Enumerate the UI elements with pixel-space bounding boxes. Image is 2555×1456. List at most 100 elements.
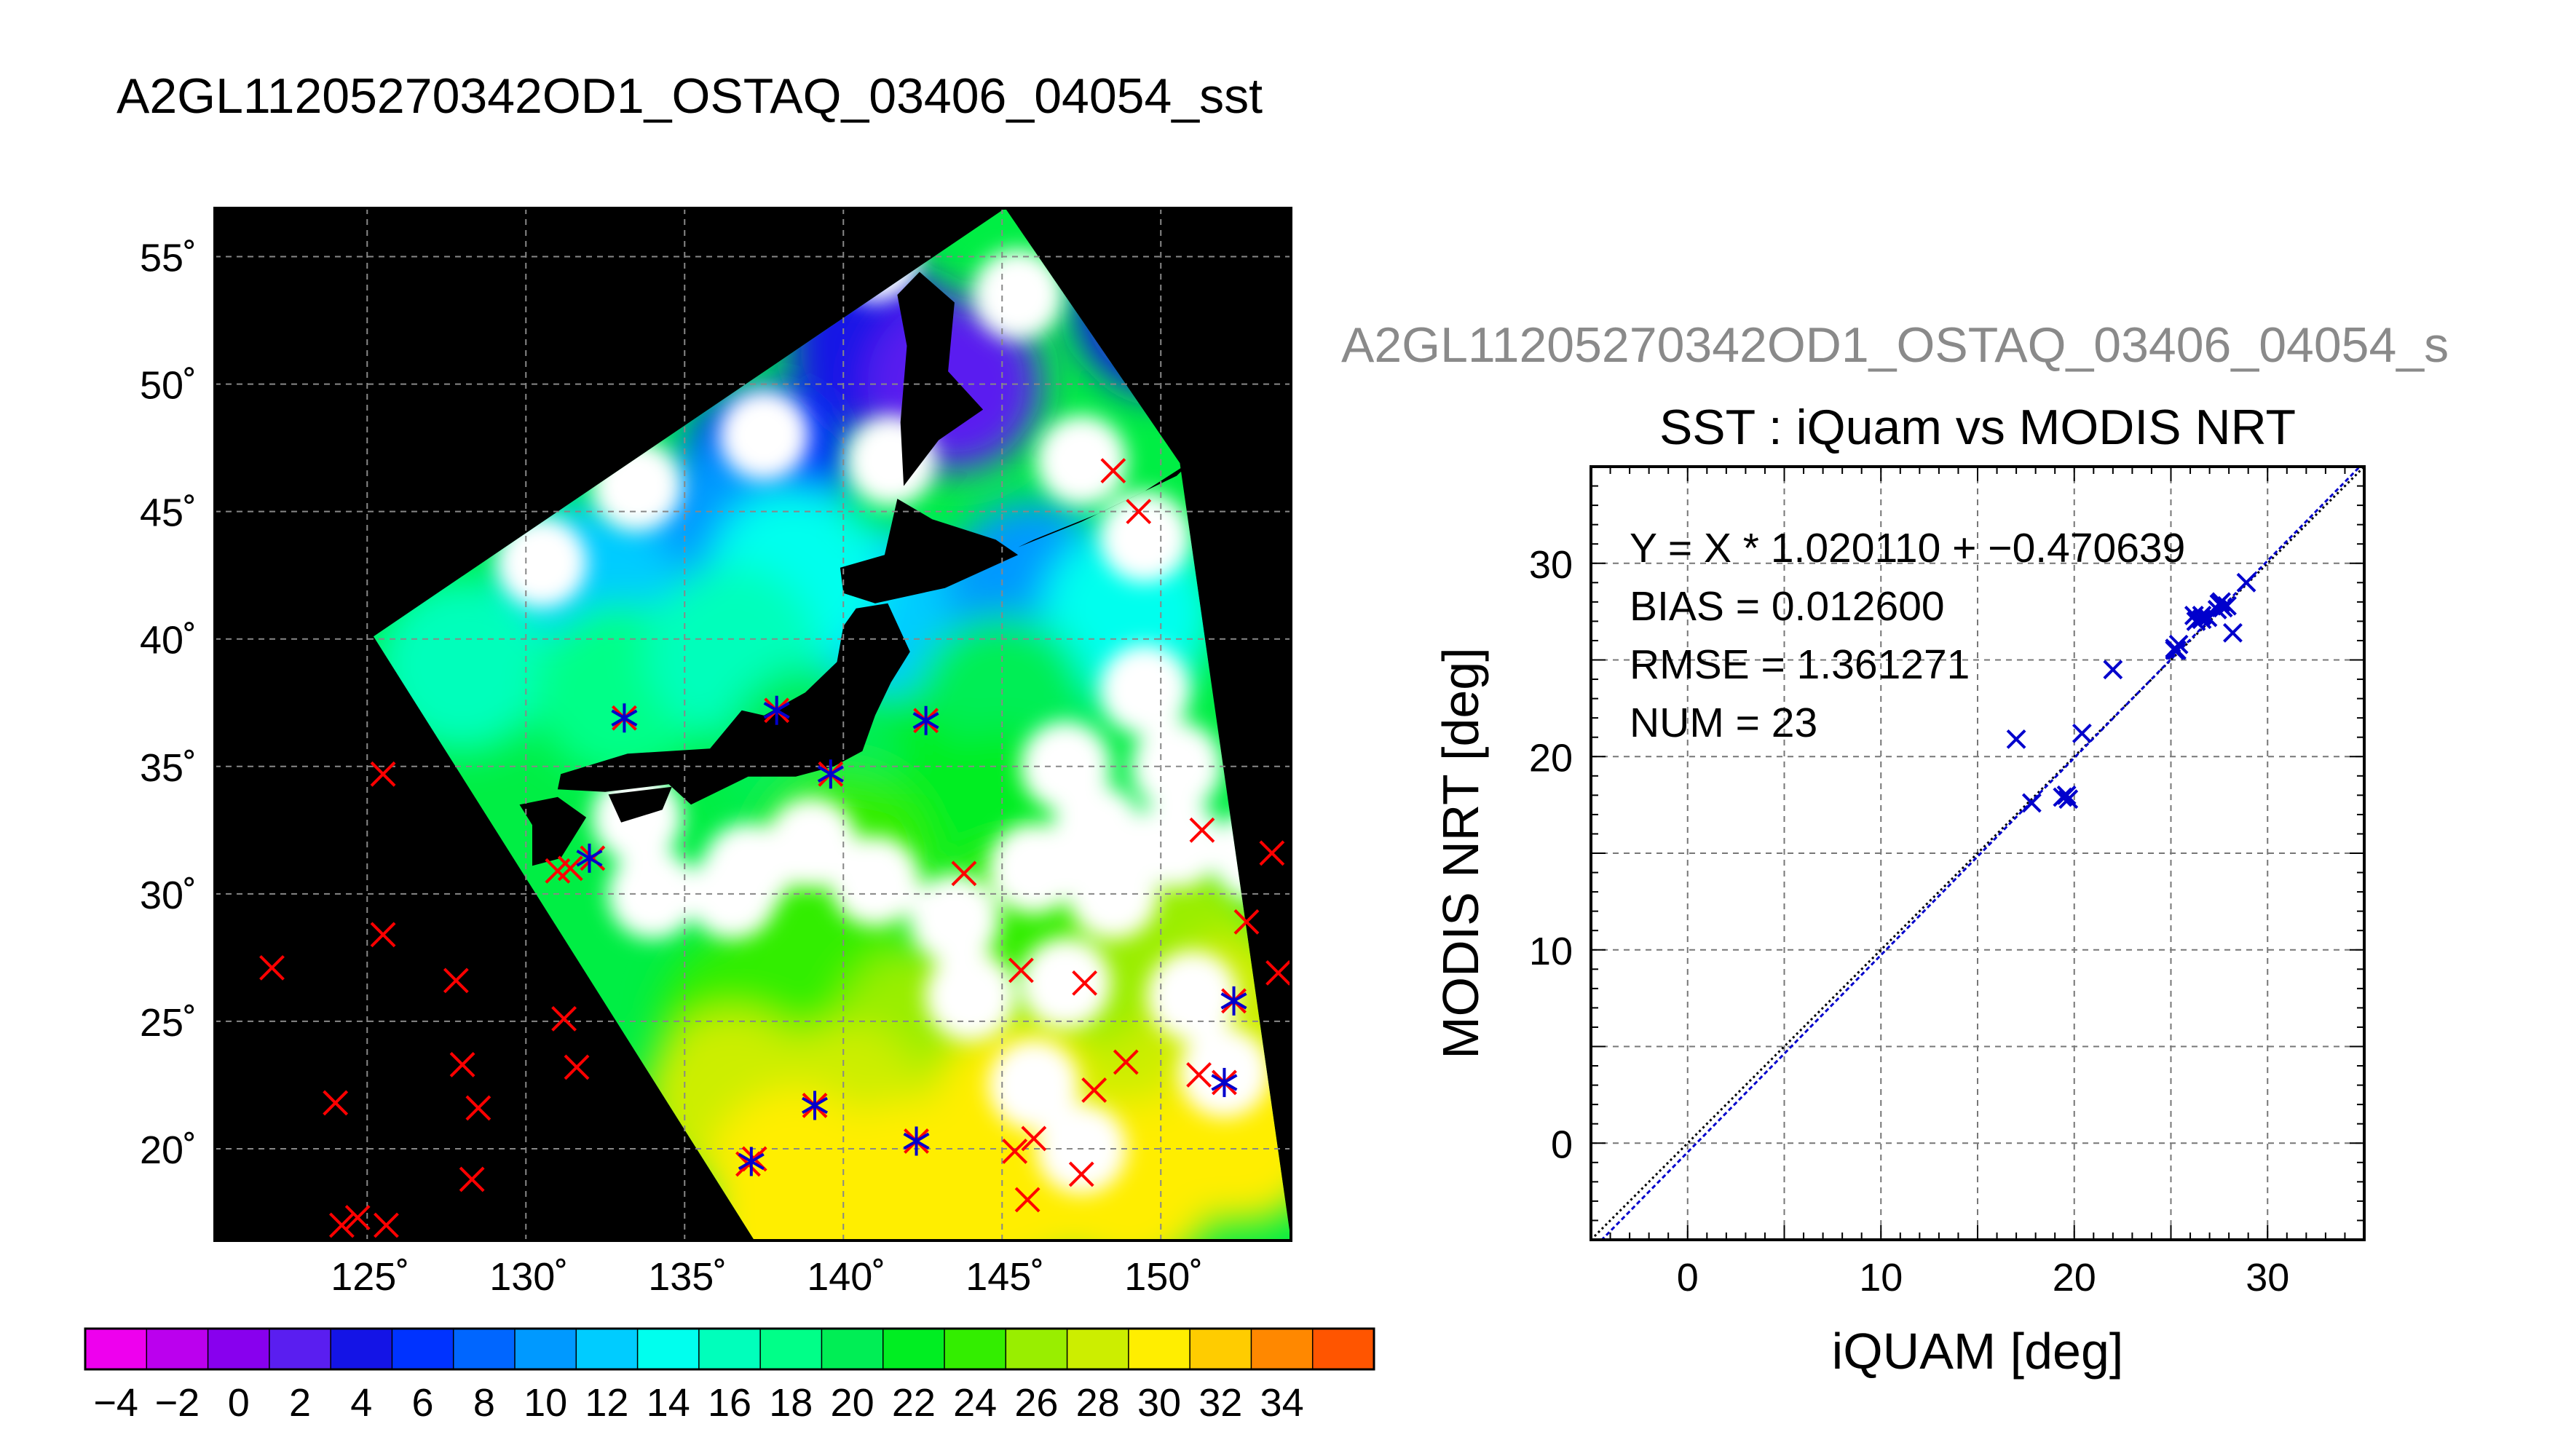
colorbar-tick-20: 20 — [831, 1381, 874, 1425]
matchup-marker-1 — [370, 922, 396, 948]
colorbar-bin-6 — [453, 1329, 516, 1369]
matchup-marker-24 — [1126, 499, 1152, 525]
lat-tick-35: 35˚ — [140, 746, 197, 790]
scatter-point-5 — [2072, 723, 2092, 743]
matched-asterisk-7 — [802, 1091, 829, 1120]
colorbar-bin-10 — [698, 1329, 761, 1369]
scatter-point-1 — [2021, 793, 2042, 813]
cloud-patch-10 — [1147, 950, 1238, 1041]
matchup-marker-33 — [1081, 1077, 1107, 1103]
scatter-tick-marks — [1590, 466, 2365, 1241]
lat-tick-20: 20˚ — [140, 1128, 197, 1172]
stats-line-1: BIAS = 0.012600 — [1630, 583, 1945, 630]
colorbar-bin-13 — [882, 1329, 945, 1369]
matched-asterisk-9 — [738, 1147, 765, 1176]
colorbar-tick--2: −2 — [155, 1381, 200, 1425]
map-frame — [213, 207, 1292, 1242]
stats-line-3: NUM = 23 — [1630, 700, 1817, 746]
x-tick-0: 0 — [1677, 1256, 1699, 1299]
land-hokkaido — [840, 499, 1019, 604]
matched-asterisk-3 — [912, 705, 939, 735]
cloud-patch-19 — [1036, 415, 1127, 506]
cloud-patch-24 — [497, 517, 588, 608]
lon-tick-135: 135˚ — [648, 1255, 727, 1299]
matchup-marker-27 — [1233, 909, 1260, 935]
lat-tick-50: 50˚ — [140, 364, 197, 408]
colorbar: −4 −2 0 2 4 6 8 10 12 14 16 18 20 22 24 26 28 30 32 34 — [84, 1327, 1375, 1425]
colorbar-tick-34: 34 — [1260, 1381, 1304, 1425]
colorbar-bin-12 — [821, 1329, 884, 1369]
matchup-marker-30 — [1186, 1062, 1212, 1088]
matchup-marker-22 — [1072, 970, 1098, 996]
matched-asterisk-4 — [576, 843, 603, 873]
colorbar-bin-0 — [85, 1329, 147, 1369]
matchup-marker-9 — [344, 1205, 371, 1230]
colorbar-bin-19 — [1251, 1329, 1314, 1369]
lon-tick-145: 145˚ — [965, 1255, 1044, 1299]
cloud-patch-7 — [1020, 938, 1111, 1029]
colorbar-tick-18: 18 — [769, 1381, 813, 1425]
scatter-point-0 — [2006, 729, 2026, 749]
colorbar-tick-32: 32 — [1198, 1381, 1242, 1425]
colorbar-bin-7 — [515, 1329, 577, 1369]
matchup-marker-28 — [1265, 960, 1291, 986]
lon-tick-140: 140˚ — [807, 1255, 885, 1299]
matchup-marker-3 — [443, 968, 469, 994]
scatter-plot: SST : iQuam vs MODIS NRT 0 10 20 300102030 … — [1432, 400, 2366, 1380]
y-axis-label: MODIS NRT [deg] — [1432, 647, 1489, 1059]
y-tick-20: 20 — [1529, 736, 1573, 780]
matchup-marker-10 — [374, 1212, 399, 1238]
y-tick-10: 10 — [1529, 930, 1573, 973]
land-honshu — [557, 603, 910, 805]
colorbar-tick-8: 8 — [473, 1381, 495, 1425]
land-sakhalin — [897, 272, 984, 486]
colorbar-tick-22: 22 — [892, 1381, 936, 1425]
y-tick-0: 0 — [1551, 1123, 1573, 1166]
land-mask — [519, 272, 1193, 866]
scatter-points — [2006, 572, 2256, 813]
lat-tick-45: 45˚ — [140, 491, 197, 535]
lat-tick-30: 30˚ — [140, 874, 197, 917]
colorbar-tick-2: 2 — [289, 1381, 311, 1425]
matchup-marker-26 — [1259, 840, 1285, 866]
colorbar-tick-0: 0 — [228, 1381, 250, 1425]
colorbar-bin-15 — [1006, 1329, 1068, 1369]
lat-tick-25: 25˚ — [140, 1001, 197, 1045]
scatter-title: SST : iQuam vs MODIS NRT — [1659, 400, 2296, 455]
cloud-patch-27 — [1052, 785, 1143, 876]
matchup-marker-8 — [328, 1212, 355, 1238]
colorbar-bin-1 — [146, 1329, 209, 1369]
colorbar-bin-20 — [1312, 1329, 1375, 1369]
matchup-marker-12 — [564, 1054, 590, 1080]
lon-tick-125: 125˚ — [331, 1255, 409, 1299]
matchup-marker-5 — [465, 1095, 491, 1121]
cloud-patch-18 — [1099, 491, 1190, 582]
matchup-marker-35 — [1021, 1125, 1047, 1152]
colorbar-bin-4 — [331, 1329, 392, 1369]
colorbar-bin-8 — [576, 1329, 639, 1369]
matched-asterisk-1 — [763, 695, 790, 725]
matchup-marker-6 — [323, 1090, 349, 1116]
cloud-patch-20 — [973, 250, 1064, 341]
map-lat-tick-labels: 55˚ 50˚ 45˚ 40˚ 35˚ 30˚ 25˚ 20˚ — [140, 237, 197, 1172]
sst-map: 55˚ 50˚ 45˚ 40˚ 35˚ 30˚ 25˚ 20˚ 125˚ 130˚ 135˚ 140… — [140, 207, 1292, 1299]
matchup-marker-0 — [370, 761, 396, 787]
colorbar-bin-16 — [1067, 1329, 1129, 1369]
cloud-patch-5 — [909, 874, 1000, 965]
matchup-marker-34 — [1002, 1139, 1028, 1164]
colorbar-tick-16: 16 — [708, 1381, 751, 1425]
colorbar-tick-10: 10 — [524, 1381, 567, 1425]
matchup-marker-4 — [449, 1052, 475, 1077]
cloud-patch-17 — [1099, 644, 1190, 735]
colorbar-tick-30: 30 — [1137, 1381, 1181, 1425]
matched-asterisk-2 — [817, 759, 844, 789]
matchup-markers — [259, 458, 1291, 1238]
colorbar-bin-3 — [269, 1329, 331, 1369]
cloud-patch-22 — [719, 389, 810, 480]
scatter-tick-labels: 0 10 20 30 0 10 20 30 — [1529, 543, 2289, 1299]
scatter-grid — [1591, 467, 2364, 1240]
matchup-marker-32 — [1113, 1049, 1139, 1075]
scatter-point-19 — [2165, 640, 2185, 660]
matched-asterisk-0 — [611, 703, 638, 733]
